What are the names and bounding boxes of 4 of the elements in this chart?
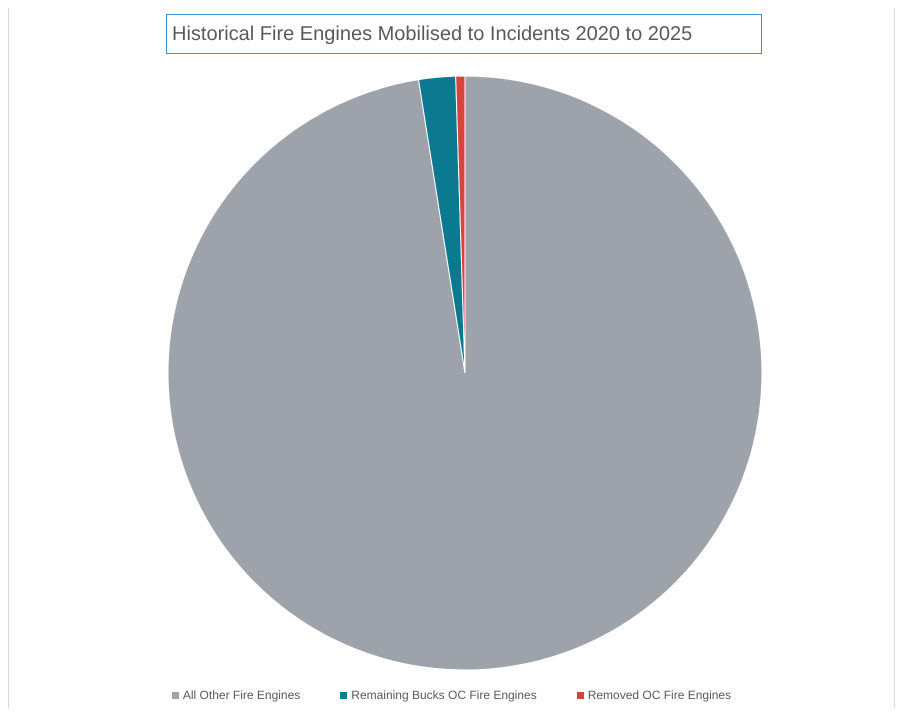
legend-label: Remaining Bucks OC Fire Engines bbox=[350, 688, 537, 702]
legend-label: All Other Fire Engines bbox=[182, 688, 300, 702]
legend-label: Removed OC Fire Engines bbox=[586, 688, 732, 702]
pie-slice bbox=[168, 76, 762, 670]
